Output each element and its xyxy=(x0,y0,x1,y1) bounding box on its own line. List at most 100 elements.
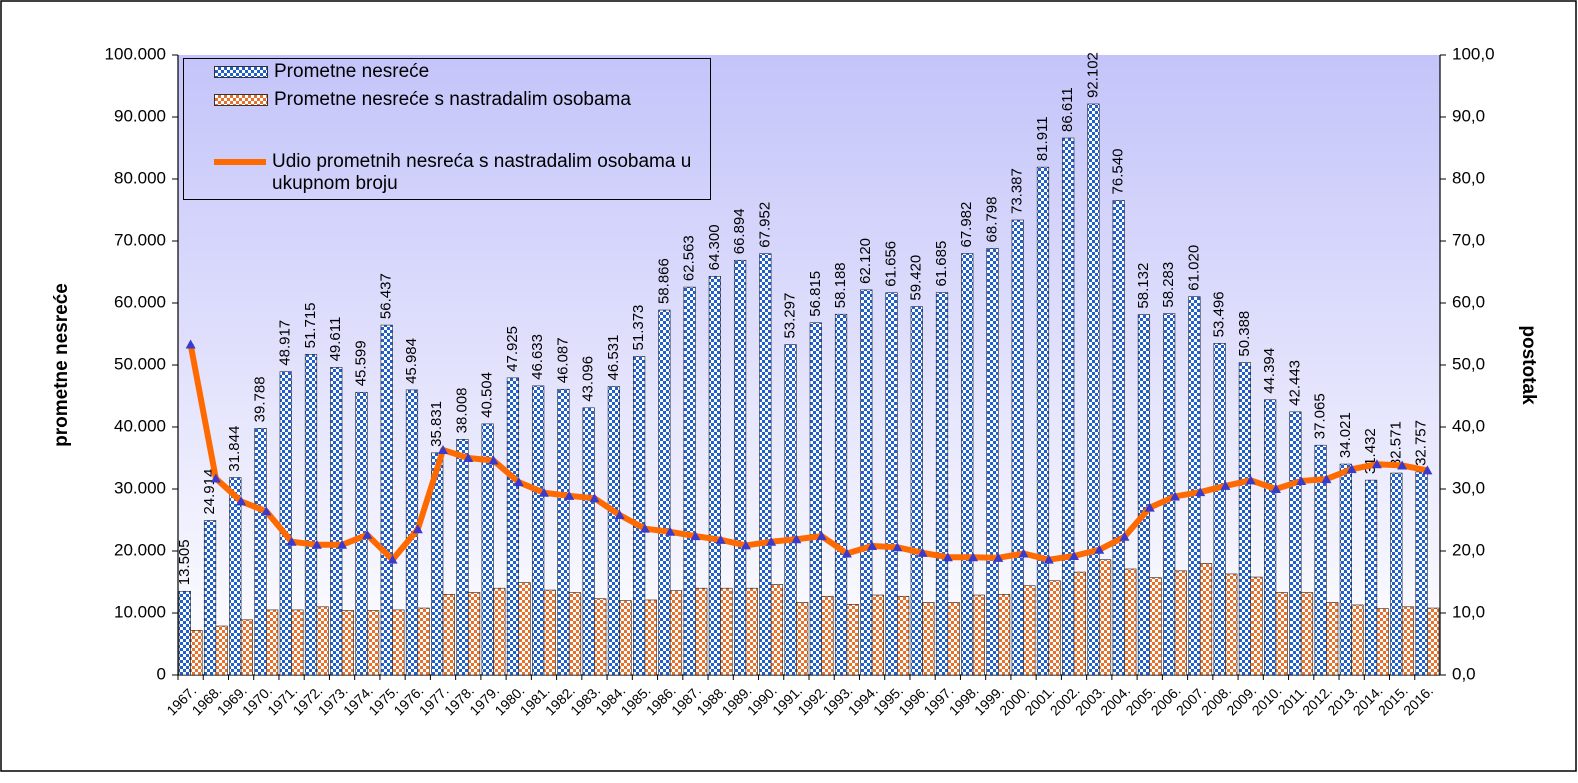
bar xyxy=(291,609,304,676)
bar xyxy=(1048,580,1061,676)
bar xyxy=(1415,471,1428,676)
marker xyxy=(1296,475,1307,485)
value-label: 68.798 xyxy=(983,197,1000,243)
bar xyxy=(594,598,607,676)
bar xyxy=(543,589,556,676)
bar xyxy=(997,594,1011,676)
bar xyxy=(1036,166,1050,676)
marker xyxy=(1422,465,1433,475)
marker xyxy=(968,552,979,562)
bar xyxy=(745,587,758,676)
bar xyxy=(809,322,822,676)
value-label: 61.685 xyxy=(933,241,950,287)
marker xyxy=(311,539,322,549)
y2-tick-label: 0,0 xyxy=(1452,664,1476,683)
bar xyxy=(518,582,531,676)
value-label: 47.925 xyxy=(504,326,521,372)
value-label: 67.952 xyxy=(756,202,773,248)
marker xyxy=(412,524,423,534)
marker xyxy=(1069,550,1080,560)
bar xyxy=(897,595,910,676)
marker xyxy=(892,542,903,552)
marker xyxy=(1397,460,1408,470)
bar xyxy=(240,619,254,676)
y-tick-label: 50.000 xyxy=(114,354,166,373)
y-tick-label: 40.000 xyxy=(114,416,166,435)
bar xyxy=(961,253,974,676)
marker xyxy=(639,523,650,533)
value-label: 58.188 xyxy=(832,262,849,308)
bar xyxy=(506,377,520,676)
bar xyxy=(1011,219,1024,676)
y-tick-label: 20.000 xyxy=(114,540,166,559)
value-label: 56.437 xyxy=(378,273,395,319)
value-label: 42.443 xyxy=(1286,360,1303,406)
value-label: 58.866 xyxy=(655,258,672,304)
bar xyxy=(1174,570,1187,676)
bar xyxy=(1289,411,1302,676)
bar xyxy=(366,610,380,676)
bar xyxy=(380,324,393,676)
bar xyxy=(1351,604,1364,676)
marker xyxy=(1371,459,1382,469)
bar xyxy=(1401,606,1415,676)
value-label: 53.496 xyxy=(1211,291,1228,337)
marker xyxy=(665,526,676,536)
bar xyxy=(607,386,620,676)
y-tick-label: 60.000 xyxy=(114,292,166,311)
bar xyxy=(1199,563,1213,676)
marker xyxy=(841,548,852,558)
bar xyxy=(1300,592,1314,676)
bar xyxy=(1188,296,1201,676)
marker xyxy=(438,444,449,454)
marker xyxy=(1144,502,1155,512)
marker xyxy=(1018,548,1029,558)
y-tick-label: 70.000 xyxy=(114,230,166,249)
marker xyxy=(1119,531,1130,541)
value-label: 44.394 xyxy=(1261,348,1278,394)
value-label: 58.283 xyxy=(1160,262,1177,308)
value-label: 86.611 xyxy=(1059,87,1076,132)
bar xyxy=(683,286,696,676)
bar xyxy=(557,388,570,676)
value-label: 46.633 xyxy=(529,334,546,380)
bar xyxy=(1087,103,1100,676)
legend-label: Udio prometnih nesreća s nastradalim oso… xyxy=(272,151,692,194)
y2-tick-label: 30,0 xyxy=(1452,478,1485,497)
bar xyxy=(330,367,343,676)
legend-swatch xyxy=(214,159,266,165)
bar xyxy=(784,344,797,676)
value-label: 39.788 xyxy=(251,376,268,422)
bar xyxy=(456,439,469,676)
marker xyxy=(1094,544,1105,554)
bar xyxy=(392,609,405,676)
bar xyxy=(1427,607,1440,676)
value-label: 34.021 xyxy=(1337,412,1354,458)
value-label: 64.300 xyxy=(706,224,723,270)
y2-tick-label: 100,0 xyxy=(1452,44,1495,63)
value-label: 13.505 xyxy=(176,539,193,585)
bar xyxy=(821,595,834,676)
y2-tick-label: 80,0 xyxy=(1452,168,1485,187)
value-label: 46.087 xyxy=(554,337,571,383)
marker xyxy=(766,536,777,546)
bar xyxy=(1314,444,1327,676)
bar xyxy=(986,248,999,676)
marker xyxy=(1346,464,1357,474)
bar xyxy=(644,599,657,676)
marker xyxy=(1245,475,1256,485)
marker xyxy=(362,529,373,539)
value-label: 46.531 xyxy=(605,335,622,381)
bar xyxy=(669,590,683,676)
bar xyxy=(1225,573,1238,676)
marker xyxy=(1270,484,1281,493)
bar xyxy=(733,259,747,676)
y2-tick-label: 70,0 xyxy=(1452,230,1485,249)
bar xyxy=(834,313,848,676)
marker xyxy=(690,531,701,541)
marker xyxy=(740,540,751,550)
bar xyxy=(1376,608,1389,676)
bar xyxy=(1137,314,1151,676)
value-label: 40.504 xyxy=(479,372,496,418)
